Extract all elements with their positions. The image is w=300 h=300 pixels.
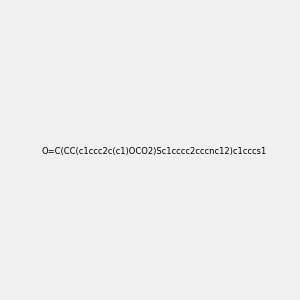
Text: O=C(CC(c1ccc2c(c1)OCO2)Sc1cccc2cccnc12)c1cccs1: O=C(CC(c1ccc2c(c1)OCO2)Sc1cccc2cccnc12)c…	[41, 147, 266, 156]
